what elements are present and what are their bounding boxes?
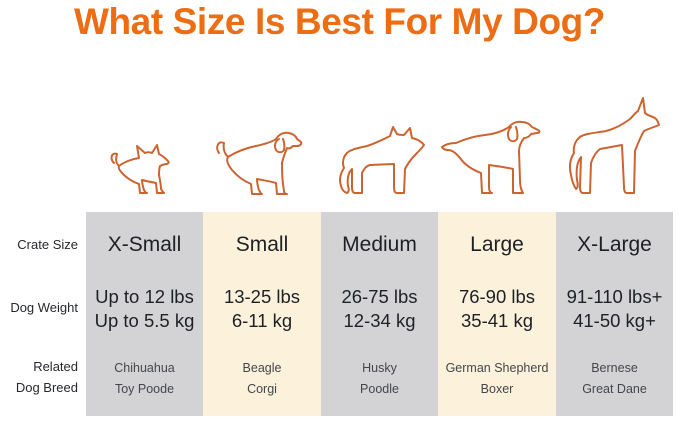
weight-kg: 12-34 kg: [343, 309, 416, 331]
row-label-related-breed: Related Dog Breed: [0, 357, 78, 398]
weight-kg: Up to 5.5 kg: [94, 309, 195, 331]
weight-kg: 35-41 kg: [461, 309, 533, 331]
row-label-crate-size: Crate Size: [17, 237, 78, 252]
crate-size-value: X-Large: [577, 233, 652, 256]
related-breed-value: German Shepherd Boxer: [438, 358, 556, 399]
breed-line2: Boxer: [480, 381, 514, 396]
weight-kg: 6-11 kg: [231, 309, 293, 331]
row-label-related-line1: Related: [33, 359, 78, 374]
row-label-related-line2: Dog Breed: [15, 379, 78, 395]
dog-weight-value: 13-25 lbs 6-11 kg: [203, 285, 321, 332]
breed-line2: Toy Poode: [114, 381, 175, 396]
row-label-dog-weight: Dog Weight: [10, 300, 78, 315]
labrador-dog-icon: [438, 112, 544, 196]
breed-line1: German Shepherd: [445, 361, 549, 375]
crate-size-value: Small: [235, 233, 289, 256]
weight-lbs: 76-90 lbs: [458, 286, 536, 307]
related-breed-value: Bernese Great Dane: [556, 358, 673, 399]
dog-weight-value: Up to 12 lbs Up to 5.5 kg: [86, 285, 203, 332]
breed-line1: Beagle: [242, 361, 282, 375]
chihuahua-dog-icon: [106, 140, 172, 196]
breed-line2: Poodle: [360, 381, 399, 396]
beagle-dog-icon: [212, 126, 304, 196]
column-x-large: X-Large 91-110 lbs+ 41-50 kg+ Bernese Gr…: [556, 212, 673, 416]
column-small: Small 13-25 lbs 6-11 kg Beagle Corgi: [203, 212, 321, 416]
crate-size-value: Medium: [342, 233, 417, 256]
breed-line2: Corgi: [247, 381, 277, 396]
column-large: Large 76-90 lbs 35-41 kg German Shepherd…: [438, 212, 556, 416]
dog-weight-value: 76-90 lbs 35-41 kg: [438, 285, 556, 332]
breed-line2: Great Dane: [582, 381, 647, 396]
related-breed-value: Husky Poodle: [321, 358, 438, 399]
weight-lbs: 26-75 lbs: [341, 286, 418, 307]
related-breed-value: Chihuahua Toy Poode: [86, 358, 203, 399]
weight-lbs: Up to 12 lbs: [95, 286, 194, 307]
husky-dog-icon: [336, 118, 428, 196]
dog-weight-value: 26-75 lbs 12-34 kg: [321, 285, 438, 332]
column-x-small: X-Small Up to 12 lbs Up to 5.5 kg Chihua…: [86, 212, 203, 416]
weight-kg: 41-50 kg+: [573, 309, 656, 331]
breed-line1: Chihuahua: [114, 361, 175, 375]
breed-line1: Husky: [362, 361, 397, 375]
great-dane-dog-icon: [566, 90, 664, 196]
column-medium: Medium 26-75 lbs 12-34 kg Husky Poodle: [321, 212, 438, 416]
dog-weight-value: 91-110 lbs+ 41-50 kg+: [556, 285, 673, 332]
page-title: What Size Is Best For My Dog?: [73, 1, 606, 42]
weight-lbs: 13-25 lbs: [223, 286, 301, 307]
crate-size-value: X-Small: [107, 233, 182, 256]
breed-line1: Bernese: [591, 361, 638, 375]
related-breed-value: Beagle Corgi: [203, 358, 321, 399]
weight-lbs: 91-110 lbs+: [566, 286, 663, 307]
crate-size-value: Large: [470, 233, 524, 256]
